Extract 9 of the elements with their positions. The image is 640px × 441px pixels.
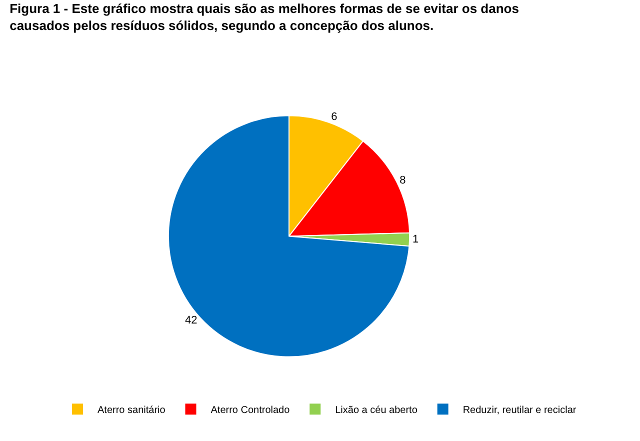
data-label: 8 <box>400 174 406 187</box>
data-label: 1 <box>412 234 419 246</box>
legend-label: Aterro Controlado <box>210 404 290 416</box>
legend-label: Reduzir, reutilar e reciclar <box>462 404 577 416</box>
data-label: 42 <box>185 314 198 327</box>
legend-label: Aterro sanitário <box>98 404 166 416</box>
legend-label: Lixão a céu aberto <box>335 404 418 416</box>
data-label: 6 <box>331 110 338 123</box>
chart-title: Figura 1 - Este gráfico mostra quais são as melhores formas de se evitar os danos causados pelos resíduos sólidos, segundo a concepção dos alunos. <box>10 1 519 34</box>
